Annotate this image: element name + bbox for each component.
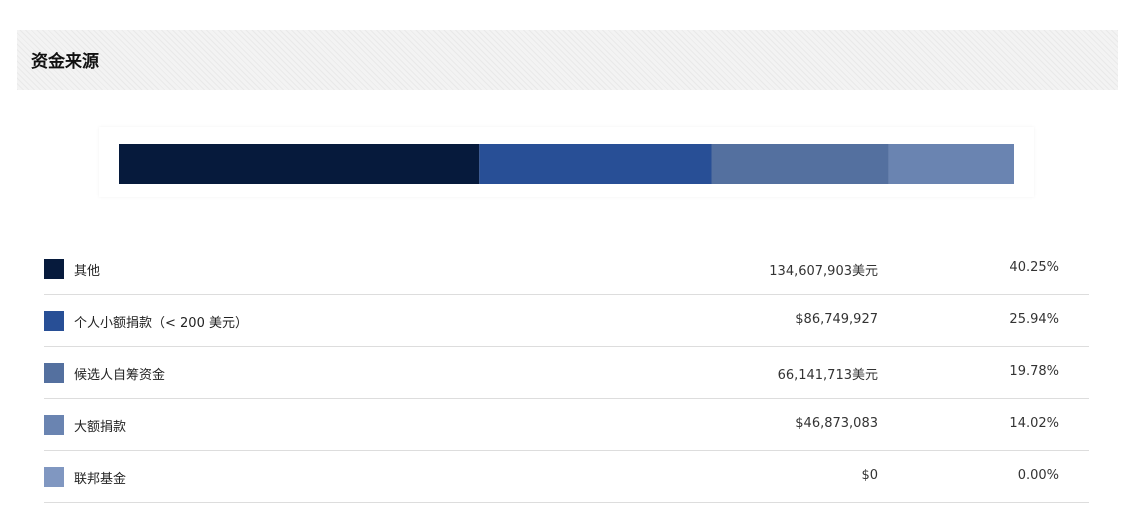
table-row: 联邦基金 $0 0.00%	[44, 451, 1089, 503]
category-label: 个人小额捐款（< 200 美元）	[74, 316, 248, 331]
table-row: 其他 134,607,903美元 40.25%	[44, 243, 1089, 295]
bar-segment-2[interactable]	[479, 144, 712, 184]
percent-value: 0.00%	[1017, 468, 1059, 483]
category-label: 联邦基金	[74, 472, 127, 487]
legend-swatch	[44, 467, 64, 487]
amount-value: 66,141,713美元	[777, 368, 878, 383]
section-header: 资金来源	[17, 30, 1118, 90]
stacked-bar-card	[99, 127, 1034, 197]
table-row: 个人小额捐款（< 200 美元） $86,749,927 25.94%	[44, 295, 1089, 347]
amount-value: 134,607,903美元	[769, 264, 878, 279]
section-title: 资金来源	[31, 52, 99, 72]
percent-value: 40.25%	[1009, 260, 1059, 275]
table-row: 大额捐款 $46,873,083 14.02%	[44, 399, 1089, 451]
category-label: 其他	[74, 264, 101, 279]
legend-swatch	[44, 259, 64, 279]
percent-value: 14.02%	[1009, 416, 1059, 431]
category-label: 大额捐款	[74, 420, 127, 435]
percent-value: 25.94%	[1009, 312, 1059, 327]
bar-segment-4[interactable]	[888, 144, 1014, 184]
percent-value: 19.78%	[1009, 364, 1059, 379]
stacked-bar-chart	[119, 144, 1014, 184]
category-label: 候选人自筹资金	[74, 368, 166, 383]
bar-segment-1[interactable]	[119, 144, 480, 184]
bar-segment-3[interactable]	[711, 144, 889, 184]
amount-value: $0	[861, 468, 878, 483]
legend-swatch	[44, 311, 64, 331]
table-row: 候选人自筹资金 66,141,713美元 19.78%	[44, 347, 1089, 399]
legend-swatch	[44, 363, 64, 383]
funding-source-table: 其他 134,607,903美元 40.25% 个人小额捐款（< 200 美元） $86…	[44, 243, 1089, 503]
legend-swatch	[44, 415, 64, 435]
amount-value: $46,873,083	[795, 416, 878, 431]
amount-value: $86,749,927	[795, 312, 878, 327]
